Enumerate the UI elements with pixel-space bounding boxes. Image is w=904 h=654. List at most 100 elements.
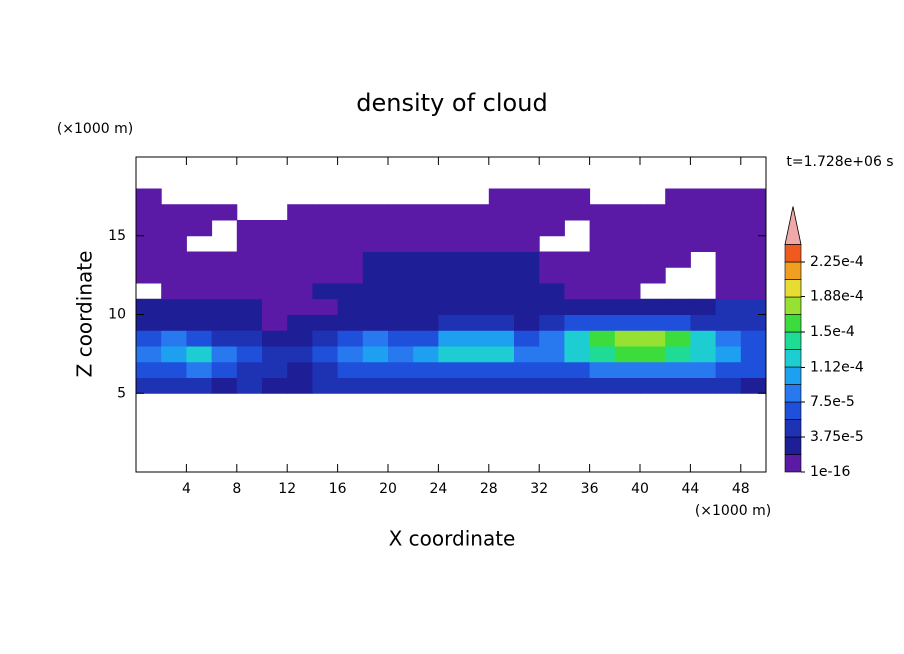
- contour-cell: [362, 346, 389, 363]
- y-tick-label: 15: [108, 228, 126, 244]
- contour-cell: [463, 204, 490, 221]
- contour-cell: [438, 361, 465, 378]
- colorbar-tick-label: 1.12e-4: [810, 359, 864, 375]
- x-axis-label: X coordinate: [389, 527, 516, 551]
- contour-cell: [337, 220, 364, 237]
- colorbar-band: [784, 384, 802, 403]
- contour-cell: [640, 251, 666, 268]
- contour-cell: [388, 314, 414, 331]
- colorbar-tick-label: 1e-16: [810, 464, 850, 480]
- contour-cell: [690, 346, 717, 363]
- contour-cell: [337, 314, 364, 331]
- contour-cell: [690, 235, 717, 252]
- contour-cell: [312, 235, 339, 252]
- contour-cell: [463, 267, 490, 284]
- contour-cell: [640, 220, 666, 237]
- contour-cell: [388, 377, 414, 394]
- contour-cell: [413, 361, 439, 378]
- contour-cell: [362, 251, 389, 268]
- contour-cell: [211, 361, 238, 378]
- contour-cell: [262, 298, 288, 315]
- contour-cell: [136, 251, 162, 268]
- contour-cell: [488, 251, 515, 268]
- contour-cell: [640, 330, 666, 347]
- contour-cell: [665, 330, 691, 347]
- contour-cell: [665, 377, 691, 394]
- contour-cell: [236, 361, 263, 378]
- contour-cell: [186, 267, 213, 284]
- contour-cell: [413, 314, 439, 331]
- contour-cell: [589, 298, 616, 315]
- contour-cell: [287, 298, 313, 315]
- contour-cell: [211, 330, 238, 347]
- contour-cell: [287, 314, 313, 331]
- contour-cell: [337, 267, 364, 284]
- x-tick-label: 32: [530, 481, 548, 497]
- contour-cell: [337, 283, 364, 300]
- contour-cell: [614, 361, 641, 378]
- contour-cell: [539, 220, 565, 237]
- contour-cell: [186, 220, 213, 237]
- contour-cell: [337, 330, 364, 347]
- contour-cell: [388, 361, 414, 378]
- contour-cell: [589, 346, 616, 363]
- contour-cell: [287, 377, 313, 394]
- contour-cell: [337, 361, 364, 378]
- contour-cell: [514, 220, 540, 237]
- contour-cell: [236, 220, 263, 237]
- contour-cell: [337, 251, 364, 268]
- contour-cell: [262, 346, 288, 363]
- x-tick-label: 24: [429, 481, 447, 497]
- contour-cell: [136, 188, 162, 205]
- contour-cell: [287, 204, 313, 221]
- contour-cell: [362, 283, 389, 300]
- contour-cell: [665, 220, 691, 237]
- contour-cell: [211, 298, 238, 315]
- contour-cell: [312, 251, 339, 268]
- contour-cell: [413, 220, 439, 237]
- contour-cell: [287, 267, 313, 284]
- contour-cell: [514, 235, 540, 252]
- contour-cell: [665, 346, 691, 363]
- contour-cell: [715, 188, 742, 205]
- contour-cell: [312, 283, 339, 300]
- contour-cell: [438, 235, 465, 252]
- contour-cell: [161, 298, 187, 315]
- contour-cell: [488, 283, 515, 300]
- contour-cell: [715, 298, 742, 315]
- contour-cell: [136, 361, 162, 378]
- contour-cell: [539, 377, 565, 394]
- contour-cell: [136, 298, 162, 315]
- contour-cell: [186, 204, 213, 221]
- contour-cell: [740, 346, 767, 363]
- contour-cell: [463, 314, 490, 331]
- contour-cell: [337, 235, 364, 252]
- colorbar-tick-label: 7.5e-5: [810, 394, 855, 410]
- contour-cell: [539, 204, 565, 221]
- y-axis-label: Z coordinate: [73, 251, 97, 378]
- contour-cell: [413, 298, 439, 315]
- contour-cell: [388, 204, 414, 221]
- contour-cell: [665, 204, 691, 221]
- contour-cell: [413, 330, 439, 347]
- contour-cell: [488, 346, 515, 363]
- contour-cell: [388, 267, 414, 284]
- contour-field: [136, 188, 767, 394]
- contour-cell: [539, 283, 565, 300]
- contour-cell: [614, 220, 641, 237]
- colorbar-band: [784, 419, 802, 438]
- contour-cell: [614, 267, 641, 284]
- contour-cell: [161, 220, 187, 237]
- contour-cell: [186, 330, 213, 347]
- x-tick-label: 40: [631, 481, 649, 497]
- time-annotation: t=1.728e+06 s: [786, 154, 893, 170]
- contour-cell: [690, 188, 717, 205]
- contour-cell: [337, 298, 364, 315]
- contour-cell: [136, 330, 162, 347]
- contour-cell: [413, 377, 439, 394]
- contour-cell: [211, 283, 238, 300]
- contour-cell: [564, 361, 591, 378]
- contour-cell: [715, 220, 742, 237]
- contour-cell: [211, 346, 238, 363]
